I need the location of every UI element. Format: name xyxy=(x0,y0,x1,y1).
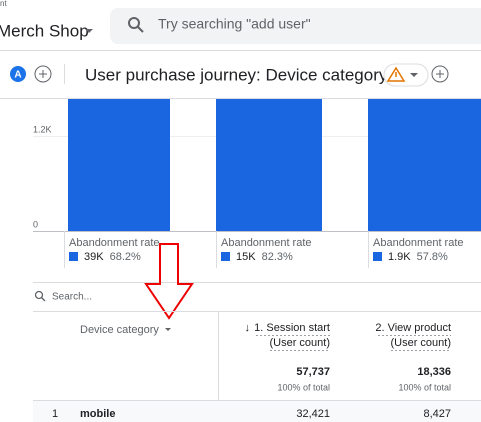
total-share: 100% of total xyxy=(277,382,330,392)
step-count: 1.9K xyxy=(388,251,411,263)
row-value: 32,421 xyxy=(296,408,330,420)
y-axis-label: 1.2K xyxy=(33,124,52,134)
warning-icon xyxy=(386,66,406,82)
funnel-bar[interactable] xyxy=(216,99,322,231)
avatar[interactable] xyxy=(10,66,26,82)
total-value: 57,737 xyxy=(296,366,330,378)
avatar-letter: A xyxy=(14,70,21,81)
report-title: User purchase journey: Device category xyxy=(85,65,388,84)
column-header[interactable]: Device category xyxy=(80,324,159,336)
step-rate: 57.8% xyxy=(417,251,448,263)
step-rate: 68.2% xyxy=(110,251,141,263)
status-chip[interactable] xyxy=(383,63,429,87)
step-count: 15K xyxy=(236,251,256,263)
table-search[interactable]: Search... xyxy=(52,292,92,303)
property-dropdown[interactable] xyxy=(85,29,93,33)
column-header[interactable]: 1. Session start xyxy=(254,322,330,334)
step-label: Abandonment rate xyxy=(221,237,312,249)
y-axis-label: 0 xyxy=(33,219,38,229)
funnel-bar[interactable] xyxy=(68,99,170,231)
row-value: 8,427 xyxy=(423,408,451,420)
table-search-icon xyxy=(34,290,46,302)
column-subheader: (User count) xyxy=(390,337,451,349)
legend-swatch xyxy=(69,252,78,261)
add-button[interactable] xyxy=(431,65,449,83)
row-index: 1 xyxy=(52,408,58,420)
step-label: Abandonment rate xyxy=(373,237,464,249)
add-comparison[interactable] xyxy=(34,65,52,83)
step-label: Abandonment rate xyxy=(69,237,160,249)
account-name: nt xyxy=(0,0,7,8)
column-subheader: (User count) xyxy=(269,337,330,349)
search-box[interactable] xyxy=(110,8,481,44)
legend-swatch xyxy=(373,252,382,261)
total-value: 18,336 xyxy=(417,366,451,378)
row-dimension: mobile xyxy=(80,408,115,420)
search-icon xyxy=(128,17,144,33)
sort-indicator[interactable]: ↓ xyxy=(245,322,251,334)
step-count: 39K xyxy=(84,251,104,263)
table-row[interactable] xyxy=(33,401,481,422)
property-name[interactable]: Merch Shop xyxy=(0,21,89,40)
chip-dropdown[interactable] xyxy=(410,73,418,77)
funnel-bar[interactable] xyxy=(368,99,481,231)
search-placeholder[interactable]: Try searching "add user" xyxy=(158,16,311,32)
column-dropdown[interactable] xyxy=(165,328,171,331)
legend-swatch xyxy=(221,252,230,261)
total-share: 100% of total xyxy=(398,382,451,392)
column-header[interactable]: 2. View product xyxy=(375,322,451,334)
step-rate: 82.3% xyxy=(262,251,293,263)
annotation-arrow xyxy=(144,243,194,320)
